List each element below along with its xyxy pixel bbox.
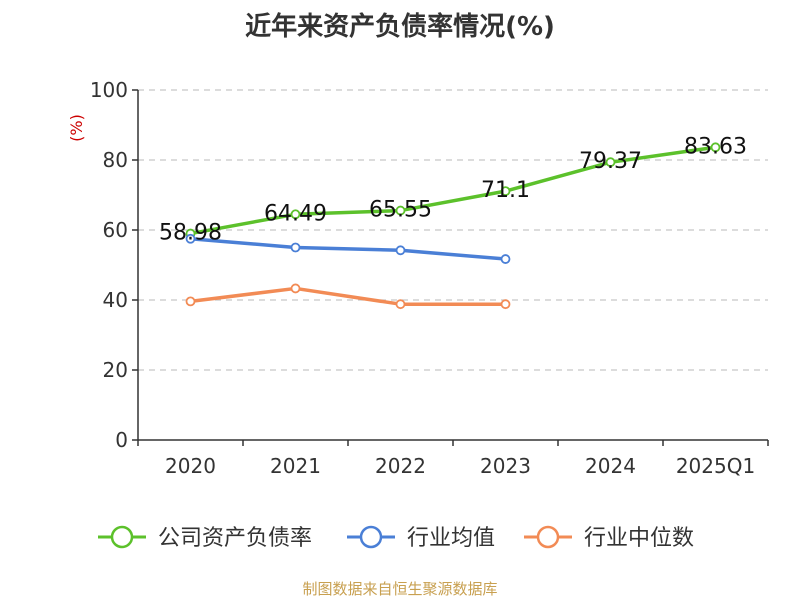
- data-point: [395, 299, 406, 310]
- data-point: [290, 242, 301, 253]
- data-label: 58.98: [159, 221, 222, 246]
- series: [185, 142, 721, 310]
- data-label: 64.49: [264, 201, 327, 226]
- y-tick-label: 40: [103, 288, 128, 312]
- data-labels: 58.98 64.49 65.55 71.1 79.37 83.63: [159, 134, 747, 245]
- data-point: [710, 142, 721, 153]
- legend-label: 公司资产负债率: [158, 526, 312, 551]
- data-label: 83.63: [684, 134, 747, 159]
- y-tick-label: 80: [103, 148, 128, 172]
- legend-swatch-marker: [110, 525, 134, 549]
- y-tick-label: 20: [103, 358, 128, 382]
- legend-swatch-marker: [536, 525, 560, 549]
- legend-item: 行业中位数: [524, 525, 694, 551]
- y-tick-label: 60: [103, 218, 128, 242]
- series-line-1: [190, 237, 506, 261]
- x-tick-label: 2023: [480, 454, 531, 478]
- legend-item: 行业均值: [347, 525, 495, 551]
- series-line-2: [190, 286, 506, 306]
- data-point: [290, 209, 301, 220]
- grid-lines: [138, 89, 768, 371]
- data-point: [395, 205, 406, 216]
- data-label: 79.37: [579, 149, 642, 174]
- legend-label: 行业均值: [407, 526, 495, 551]
- data-point: [500, 186, 511, 197]
- x-tick-label: 2022: [375, 454, 426, 478]
- data-point: [185, 296, 196, 307]
- data-point: [290, 283, 301, 294]
- source-note: 制图数据来自恒生聚源数据库: [302, 580, 498, 598]
- y-axis-label: (%): [67, 114, 86, 142]
- x-tick-label: 2020: [165, 454, 216, 478]
- legend-item: 公司资产负债率: [98, 525, 312, 551]
- legend: 公司资产负债率 行业均值 行业中位数: [98, 525, 694, 551]
- data-label: 71.1: [481, 178, 530, 203]
- data-point: [395, 245, 406, 256]
- legend-label: 行业中位数: [584, 526, 694, 551]
- data-point: [500, 299, 511, 310]
- data-point: [605, 157, 616, 168]
- data-point: [500, 254, 511, 264]
- chart-title: 近年来资产负债率情况(%): [245, 12, 555, 42]
- y-tick-label: 100: [90, 78, 128, 102]
- data-point: [185, 233, 196, 244]
- series-line-0: [190, 145, 716, 236]
- x-tick-label: 2021: [270, 454, 321, 478]
- x-tick-label: 2024: [585, 454, 636, 478]
- legend-swatch-marker: [359, 525, 383, 549]
- x-tick-label: 2025Q1: [676, 454, 755, 478]
- y-tick-label: 0: [115, 428, 128, 452]
- axes: 0 20 40 60 80 100 2020 2021 2022 2023 2024 2025Q1: [90, 78, 769, 478]
- data-label: 65.55: [369, 198, 432, 223]
